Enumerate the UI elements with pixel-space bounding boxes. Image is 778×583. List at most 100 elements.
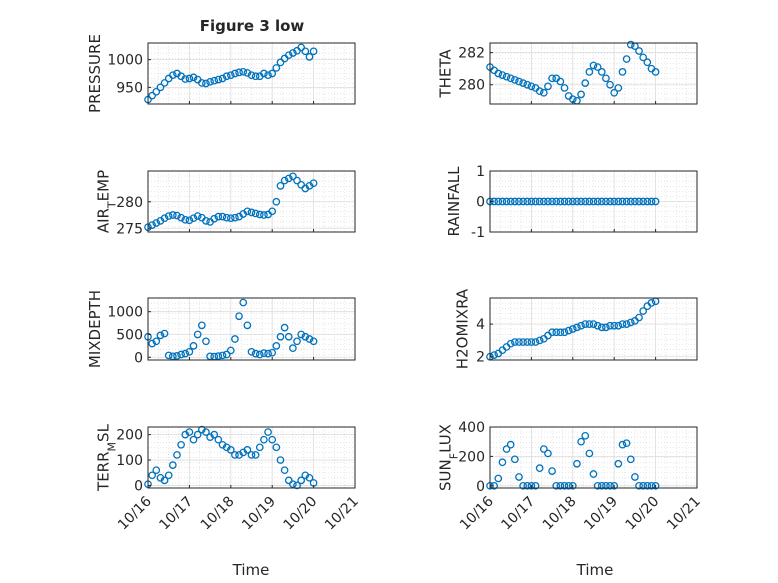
- data-point: [589, 320, 598, 328]
- data-point: [189, 214, 198, 223]
- data-point: [573, 197, 581, 206]
- data-point: [247, 71, 256, 80]
- data-point: [626, 455, 635, 464]
- x-tick-label: 10/18: [540, 494, 580, 534]
- data-point: [556, 77, 565, 86]
- data-point: [602, 197, 610, 206]
- axes-box: [147, 42, 356, 105]
- data-point: [626, 318, 635, 327]
- data-point: [548, 197, 556, 206]
- xlabel-right: Time: [576, 561, 614, 579]
- data-point: [506, 74, 515, 83]
- y-tick-label: 400: [458, 420, 485, 436]
- data-point: [239, 67, 248, 76]
- data-point: [577, 321, 585, 330]
- data-point: [506, 197, 515, 206]
- data-point: [235, 68, 243, 77]
- data-point: [177, 213, 185, 222]
- data-point: [498, 71, 507, 79]
- data-point: [181, 349, 190, 358]
- data-point: [548, 74, 556, 83]
- data-point: [164, 471, 173, 480]
- data-point: [568, 481, 577, 490]
- data-point: [222, 350, 231, 359]
- ylabel: MIXDEPTH: [86, 290, 104, 368]
- data-point: [515, 338, 523, 346]
- data-point: [148, 339, 156, 348]
- data-point: [189, 435, 198, 444]
- data-point: [510, 76, 519, 84]
- data-point: [597, 323, 606, 332]
- data-point: [523, 481, 532, 490]
- data-point: [247, 451, 256, 459]
- data-point: [548, 328, 556, 337]
- data-point: [202, 79, 210, 88]
- data-point: [272, 443, 281, 452]
- data-point: [544, 197, 552, 206]
- data-point: [626, 197, 635, 206]
- data-point: [635, 313, 643, 322]
- data-point: [181, 215, 190, 224]
- data-point: [160, 79, 169, 87]
- data-point: [226, 214, 235, 223]
- x-tick-label: 10/21: [664, 494, 704, 534]
- data-point: [255, 350, 264, 359]
- x-tick-label: 10/20: [623, 494, 663, 534]
- data-point: [284, 174, 293, 183]
- data-point: [185, 216, 194, 225]
- data-point: [610, 197, 619, 206]
- data-point: [185, 347, 194, 356]
- data-point: [515, 197, 523, 206]
- data-point: [218, 74, 227, 83]
- data-point: [272, 64, 281, 72]
- data-point: [289, 172, 297, 181]
- data-point: [160, 476, 169, 485]
- y-tick-label: 4: [476, 317, 485, 333]
- data-point: [210, 430, 219, 439]
- data-point: [651, 481, 660, 490]
- axes-box: [147, 297, 356, 361]
- data-point: [251, 209, 260, 218]
- data-point: [639, 53, 648, 62]
- data-point: [593, 481, 602, 490]
- ylabel: TERRMSL: [95, 423, 119, 492]
- data-point: [614, 84, 623, 92]
- data-point: [618, 68, 627, 76]
- data-point: [284, 332, 293, 341]
- ylabel: H2OMIXRA: [454, 288, 472, 369]
- data-point: [635, 47, 643, 55]
- data-point: [606, 481, 614, 490]
- data-point: [523, 197, 532, 206]
- data-point: [610, 321, 619, 330]
- data-point: [502, 197, 511, 206]
- data-point: [606, 321, 614, 330]
- axes-box: [489, 42, 698, 105]
- data-point: [255, 210, 264, 219]
- data-point: [597, 68, 606, 76]
- y-tick-label: 0: [134, 478, 143, 494]
- x-tick-label: 10/20: [281, 494, 321, 534]
- data-point: [560, 328, 569, 337]
- data-point: [160, 329, 169, 338]
- data-point: [297, 43, 306, 52]
- data-point: [280, 323, 289, 332]
- y-tick-label: 1: [476, 164, 485, 180]
- data-point: [589, 197, 598, 206]
- data-point: [202, 217, 210, 225]
- data-point: [606, 80, 614, 89]
- data-point: [544, 82, 552, 91]
- data-point: [614, 459, 623, 468]
- data-point: [544, 449, 552, 458]
- data-point: [556, 328, 565, 337]
- data-point: [602, 481, 610, 490]
- data-point: [173, 451, 181, 459]
- data-point: [519, 338, 527, 346]
- data-point: [260, 349, 268, 358]
- data-point: [226, 346, 235, 355]
- data-point: [268, 435, 277, 444]
- data-point: [276, 456, 285, 464]
- x-tick-label: 10/17: [156, 494, 196, 534]
- data-point: [177, 350, 185, 359]
